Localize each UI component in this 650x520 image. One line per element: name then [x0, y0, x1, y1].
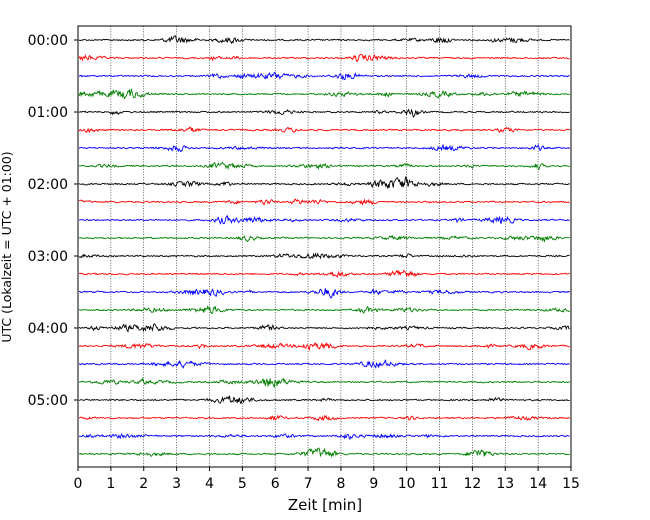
x-tick-label: 8 [336, 476, 345, 492]
x-tick-label: 11 [431, 476, 449, 492]
trace-12 [78, 234, 570, 243]
trace-6 [78, 126, 571, 134]
x-tick-label: 10 [398, 476, 416, 492]
plot-frame [77, 25, 572, 468]
x-gridlines [110, 26, 539, 467]
x-tick-label: 12 [463, 476, 481, 492]
y-tick-label: 00:00 [28, 33, 68, 49]
x-tick-label: 15 [562, 476, 580, 492]
trace-1 [78, 35, 570, 45]
trace-17 [78, 323, 570, 333]
y-tick-label: 03:00 [28, 249, 68, 265]
y-tick-label: 04:00 [28, 321, 68, 337]
x-tick-label: 3 [172, 476, 181, 492]
trace-5 [78, 108, 570, 119]
trace-4 [78, 87, 570, 100]
trace-15 [78, 288, 571, 299]
trace-19 [78, 359, 570, 370]
trace-7 [78, 143, 571, 153]
x-tick-label: 13 [496, 476, 514, 492]
x-tick-label: 0 [74, 476, 83, 492]
trace-21 [78, 395, 570, 404]
x-tick-label: 2 [139, 476, 148, 492]
x-tick-label: 1 [106, 476, 115, 492]
x-tick-label: 6 [271, 476, 280, 492]
y-tick-label: 02:00 [28, 177, 68, 193]
y-tick-label: 01:00 [28, 105, 68, 121]
x-axis-ticks: 0 1 2 3 4 5 6 7 8 9 10 11 12 13 14 15 [74, 467, 580, 492]
trace-2 [78, 53, 570, 63]
trace-13 [78, 252, 570, 260]
trace-24 [78, 447, 570, 458]
x-tick-label: 5 [238, 476, 247, 492]
x-tick-label: 14 [529, 476, 547, 492]
trace-16 [78, 304, 570, 315]
trace-23 [78, 433, 570, 441]
y-axis-ticks: 00:00 01:00 02:00 03:00 04:00 05:00 [28, 33, 78, 409]
x-tick-label: 7 [304, 476, 313, 492]
x-axis-label: Zeit [min] [288, 496, 362, 514]
trace-11 [78, 215, 570, 225]
y-axis-label: UTC (Lokalzeit = UTC + 01:00) [0, 151, 14, 342]
trace-20 [78, 377, 570, 388]
y-tick-label: 05:00 [28, 393, 68, 409]
x-tick-label: 4 [205, 476, 214, 492]
traces [78, 35, 571, 458]
trace-8 [78, 161, 570, 171]
trace-3 [78, 71, 570, 81]
trace-9 [78, 176, 571, 190]
trace-10 [78, 198, 570, 206]
x-tick-label: 9 [369, 476, 378, 492]
trace-14 [78, 269, 570, 279]
trace-22 [78, 414, 571, 422]
trace-18 [78, 341, 570, 352]
